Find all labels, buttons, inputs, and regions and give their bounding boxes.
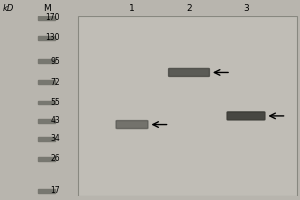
Text: 3: 3 [243, 4, 249, 13]
Bar [38, 119, 55, 123]
Text: 34: 34 [50, 134, 60, 143]
Text: 1: 1 [129, 4, 135, 13]
Bar [38, 137, 55, 141]
Text: 2: 2 [186, 4, 192, 13]
Bar [78, 16, 297, 196]
FancyBboxPatch shape [169, 68, 209, 76]
FancyBboxPatch shape [116, 121, 148, 129]
Text: kD: kD [3, 4, 14, 13]
Text: 130: 130 [46, 33, 60, 42]
Bar [78, 16, 297, 196]
Text: 17: 17 [50, 186, 60, 195]
Bar [38, 36, 55, 40]
Text: 170: 170 [46, 13, 60, 22]
Bar [38, 189, 55, 193]
Bar [38, 101, 55, 104]
Bar [38, 16, 55, 20]
Text: 26: 26 [50, 154, 60, 163]
Text: M: M [43, 4, 50, 13]
FancyBboxPatch shape [227, 112, 265, 120]
Bar [38, 80, 55, 84]
Text: 95: 95 [50, 57, 60, 66]
Bar [38, 157, 55, 161]
Text: 55: 55 [50, 98, 60, 107]
Text: 72: 72 [50, 78, 60, 87]
Text: 43: 43 [50, 116, 60, 125]
Bar [38, 59, 55, 63]
